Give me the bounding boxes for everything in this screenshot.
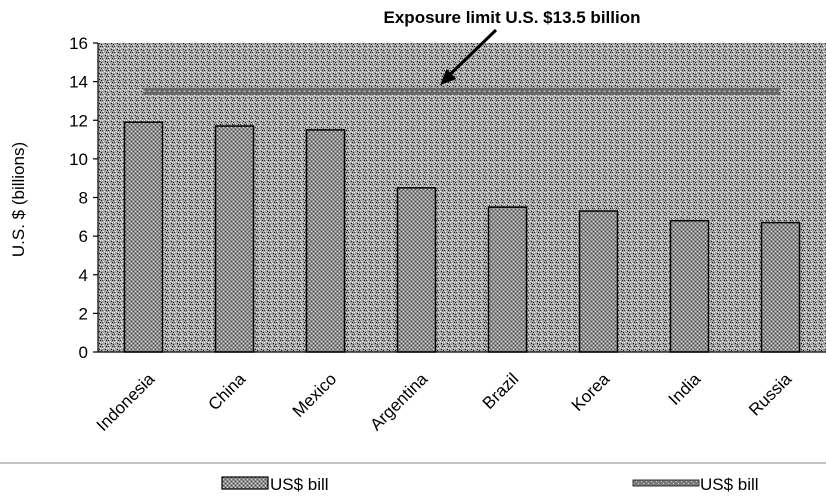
- y-tick-label: 16: [69, 34, 88, 53]
- bar-korea: [578, 210, 619, 353]
- bar-russia: [760, 221, 801, 353]
- x-tick-label: Brazil: [479, 369, 522, 412]
- annotation-arrowhead: [440, 69, 457, 86]
- y-tick-label: 6: [79, 227, 88, 246]
- bars-group: [123, 121, 801, 353]
- bar-india: [669, 219, 710, 353]
- x-tick-label: Mexico: [289, 369, 341, 421]
- legend-line-swatch: [632, 479, 700, 487]
- y-tick-label: 2: [79, 304, 88, 323]
- x-axis: Indonesia China Mexico Argentina Brazil Korea…: [93, 351, 826, 435]
- x-tick-label: Argentina: [366, 369, 431, 434]
- y-tick-label: 12: [69, 111, 88, 130]
- annotation-arrow: [444, 28, 498, 80]
- x-tick-label: Russia: [745, 369, 796, 420]
- bar-argentina: [396, 187, 437, 353]
- annotation-group: Exposure limit U.S. $13.5 billion: [384, 8, 641, 86]
- bar-mexico: [305, 129, 346, 353]
- annotation-text: Exposure limit U.S. $13.5 billion: [384, 8, 641, 27]
- y-axis: 0 2 4 6 8 10 12 14 16: [69, 34, 99, 362]
- x-tick-label: Indonesia: [93, 369, 159, 435]
- y-tick-label: 4: [79, 266, 88, 285]
- y-axis-label: U.S. $ (billions): [9, 142, 28, 257]
- x-tick-label: India: [665, 369, 705, 409]
- bar-china: [214, 125, 255, 353]
- bar-indonesia: [123, 121, 164, 353]
- y-tick-label: 10: [69, 150, 88, 169]
- y-tick-label: 0: [79, 343, 88, 362]
- y-tick-label: 8: [79, 189, 88, 208]
- bar-brazil: [487, 206, 528, 353]
- legend: US$ bill US$ bill: [221, 475, 759, 494]
- y-tick-label: 14: [69, 73, 88, 92]
- legend-bar-label: US$ bill: [270, 475, 329, 494]
- x-tick-label: Korea: [568, 369, 614, 415]
- legend-bar-swatch: [221, 476, 269, 490]
- x-tick-label: China: [204, 369, 249, 414]
- legend-line-label: US$ bill: [700, 475, 759, 494]
